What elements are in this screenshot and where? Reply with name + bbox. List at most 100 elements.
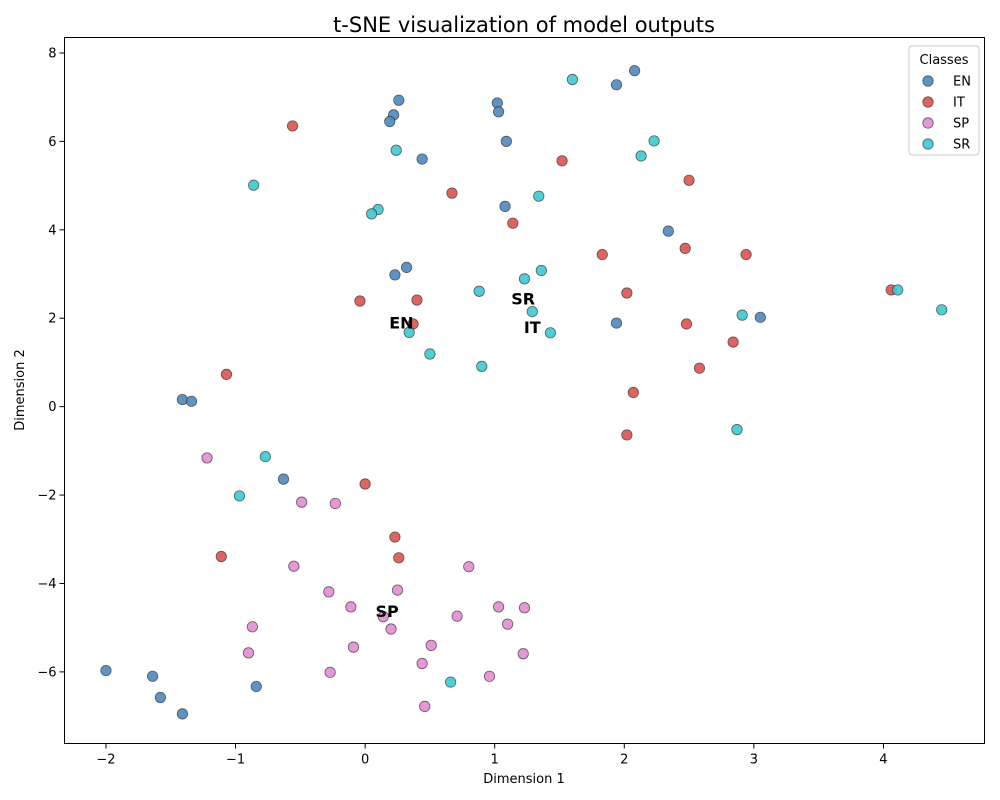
- data-point-sp: [518, 602, 531, 614]
- data-point-sr: [473, 285, 485, 297]
- data-point-en: [499, 200, 511, 212]
- data-point-en: [250, 680, 262, 693]
- data-point-sp: [419, 700, 431, 712]
- data-point-sp: [246, 621, 258, 633]
- y-tick-label: 8: [48, 46, 56, 61]
- data-point-it: [286, 120, 299, 132]
- data-point-sr: [259, 450, 271, 463]
- data-point-sp: [483, 670, 496, 682]
- data-point-sr: [233, 490, 246, 502]
- y-tick-label: −4: [37, 577, 56, 592]
- data-point-it: [389, 531, 401, 543]
- y-tick-label: 0: [48, 400, 56, 415]
- centroid-label-it: IT: [524, 318, 541, 337]
- data-point-sp: [451, 610, 463, 622]
- data-point-sr: [445, 676, 457, 688]
- legend-entries: EN IT SP SR: [922, 75, 971, 153]
- plot-area: EN IT SP SR: [64, 37, 985, 744]
- data-point-it: [679, 242, 691, 254]
- data-point-it: [680, 318, 693, 330]
- series-sp: [201, 452, 531, 712]
- data-point-en: [662, 225, 674, 237]
- data-point-en: [500, 135, 512, 147]
- data-point-sp: [377, 611, 389, 623]
- data-point-en: [400, 261, 413, 273]
- data-point-it: [693, 362, 706, 374]
- legend-label-sr: SR: [953, 138, 970, 153]
- plot-frame: [64, 37, 985, 744]
- data-point-sp: [502, 618, 514, 630]
- data-point-it: [220, 368, 233, 380]
- data-point-sp: [347, 641, 360, 653]
- x-tick-label: −2: [96, 753, 115, 768]
- data-point-sr: [544, 327, 557, 339]
- series-it: [215, 120, 897, 564]
- x-tick-label: 3: [750, 753, 758, 768]
- data-point-en: [610, 317, 623, 329]
- data-point-en: [100, 664, 112, 677]
- data-point-it: [359, 478, 371, 490]
- data-point-sp: [288, 560, 300, 572]
- data-points: [100, 65, 948, 720]
- data-point-it: [621, 429, 633, 441]
- data-point-it: [507, 217, 519, 229]
- data-point-en: [185, 395, 198, 407]
- x-axis-label: Dimension 1: [483, 772, 565, 787]
- data-point-sr: [648, 135, 660, 147]
- x-tick-label: 1: [491, 753, 499, 768]
- data-point-en: [754, 311, 766, 323]
- legend-title: Classes: [920, 53, 969, 68]
- data-point-sr: [403, 326, 415, 338]
- legend-marker-en: [922, 75, 934, 87]
- data-point-sr: [892, 284, 904, 296]
- legend-label-en: EN: [953, 75, 971, 90]
- x-tick-label: 0: [361, 753, 369, 768]
- legend-marker-sr: [922, 138, 934, 150]
- centroid-labels: EN IT SP SR: [376, 289, 541, 621]
- data-point-sp: [345, 601, 357, 613]
- data-point-it: [683, 174, 695, 186]
- data-point-sr: [635, 150, 647, 162]
- data-point-en: [176, 708, 189, 720]
- data-point-en: [416, 153, 428, 165]
- data-point-it: [446, 187, 458, 199]
- legend-marker-sp: [922, 117, 934, 129]
- data-point-sr: [731, 424, 743, 436]
- legend: Classes EN IT SP SR: [908, 45, 980, 156]
- y-tick-label: −2: [37, 489, 56, 504]
- series-sr: [233, 73, 948, 688]
- x-axis-ticks: −2 −1 0 1 2 3 4: [96, 743, 888, 768]
- y-axis-label: Dimension 2: [13, 349, 28, 431]
- data-point-en: [629, 65, 641, 77]
- data-point-en: [176, 393, 189, 406]
- y-tick-label: 4: [48, 223, 56, 238]
- data-point-sr: [476, 360, 488, 373]
- data-point-sp: [391, 584, 404, 596]
- data-point-it: [621, 287, 633, 299]
- x-tick-label: 2: [620, 753, 628, 768]
- data-point-sp: [416, 657, 428, 670]
- data-point-sp: [492, 601, 505, 613]
- data-point-it: [411, 294, 423, 306]
- data-point-sp: [201, 452, 213, 464]
- data-point-sp: [385, 623, 397, 635]
- data-point-it: [740, 248, 752, 261]
- data-point-sp: [323, 586, 335, 598]
- data-point-en: [154, 691, 166, 704]
- data-point-it: [556, 155, 568, 167]
- data-point-sp: [517, 648, 529, 660]
- data-point-it: [354, 295, 366, 307]
- data-point-it: [596, 248, 608, 261]
- data-point-en: [389, 269, 401, 281]
- data-point-sp: [324, 666, 336, 678]
- chart-title: t-SNE visualization of model outputs: [333, 13, 715, 37]
- data-point-sr: [390, 144, 402, 156]
- y-axis-ticks: −6 −4 −2 0 2 4 6 8: [37, 46, 65, 680]
- data-point-sp: [425, 639, 437, 651]
- data-point-sp: [463, 561, 475, 573]
- data-point-it: [627, 386, 639, 399]
- data-point-sp: [242, 647, 255, 659]
- data-point-it: [727, 336, 739, 348]
- data-point-sr: [535, 264, 547, 277]
